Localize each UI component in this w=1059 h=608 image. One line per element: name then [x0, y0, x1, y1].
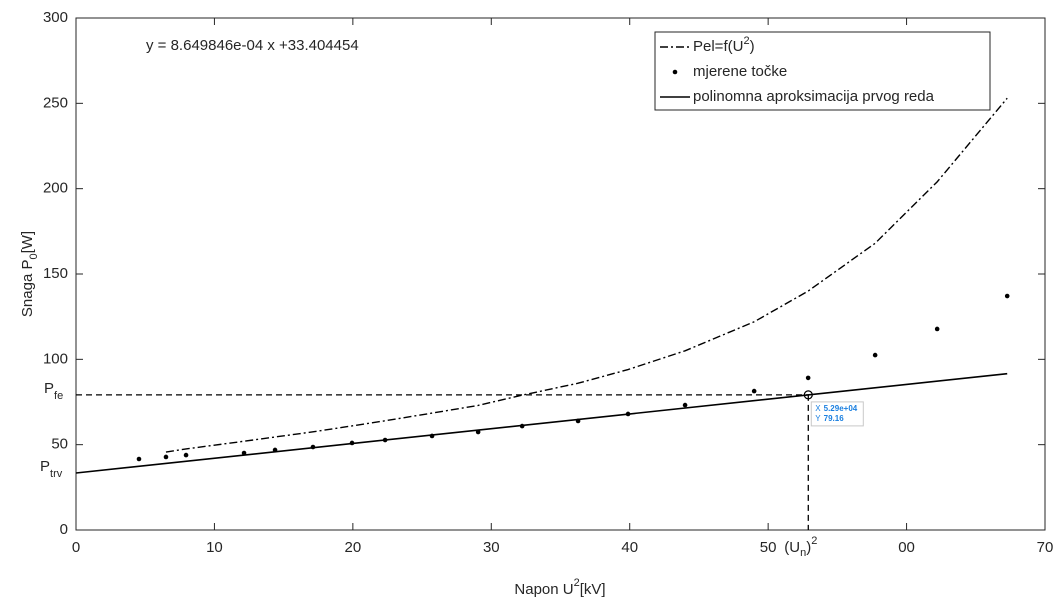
data-point [805, 375, 811, 381]
label-ptrv: Ptrv [40, 458, 63, 480]
legend-label-part: polinomna aproksimacija prvog reda [693, 88, 935, 105]
legend-box [654, 31, 991, 111]
label-pfe: Pfe [44, 380, 63, 402]
legend-label: Pel=f(U2) [693, 35, 755, 55]
x-tick-label: 10 [206, 539, 223, 556]
datatip-key: X [815, 404, 821, 413]
datatip-x: X 5.29e+04 [815, 404, 857, 413]
legend-label-part: ) [750, 38, 755, 55]
y-label-sub: 0 [28, 253, 40, 259]
y-tick-label: 250 [43, 94, 68, 111]
x-axis-label: Napon U2[kV] [514, 577, 605, 598]
x-tick-label: 30 [483, 539, 500, 556]
datatip-value: 5.29e+04 [824, 404, 858, 413]
y-tick-label: 50 [51, 436, 68, 453]
y-label-part: [W] [19, 231, 36, 254]
label-un-part: ) [806, 539, 811, 556]
equation: y = 8.649846e-04 x +33.404454 [146, 37, 359, 54]
y-tick-label: 300 [43, 9, 68, 26]
label-un: (Un)2 [784, 535, 817, 559]
x-tick-label: 20 [345, 539, 362, 556]
y-tick-label: 150 [43, 265, 68, 282]
data-point [872, 352, 878, 358]
data-point [934, 326, 940, 332]
y-axis-label: Snaga P0[W] [19, 231, 40, 317]
datatip-box [810, 401, 864, 427]
label-pfe-part: fe [54, 390, 63, 402]
x-tick-label: 00 [898, 539, 915, 556]
label-un-part: n [800, 547, 806, 559]
datatip-y: Y 79.16 [815, 414, 844, 423]
y-tick-label: 200 [43, 180, 68, 197]
fit-line [75, 372, 1008, 474]
curve [165, 97, 1008, 453]
data-point [163, 454, 169, 460]
data-point [682, 402, 688, 408]
legend-label: mjerene točke [693, 63, 787, 80]
y-label-part: Snaga P [19, 260, 36, 318]
legend-label: polinomna aproksimacija prvog reda [693, 88, 935, 105]
datatip-key: Y [815, 414, 821, 423]
label-ptrv-part: P [40, 458, 50, 475]
legend-label-part: mjerene točke [693, 63, 787, 80]
x-tick-label: 40 [621, 539, 638, 556]
label-pfe-part: P [44, 380, 54, 397]
x-tick-label: 50 [760, 539, 777, 556]
label-un-part: 2 [811, 535, 817, 547]
data-point [183, 452, 189, 458]
x-tick-label: 70 [1037, 539, 1054, 556]
datatip-marker [803, 390, 813, 400]
y-tick-label: 100 [43, 350, 68, 367]
datatip-value: 79.16 [824, 414, 845, 423]
data-point [1004, 293, 1010, 299]
label-un-part: (U [784, 539, 800, 556]
legend-label-part: 2 [743, 35, 749, 47]
x-label-part: [kV] [580, 581, 606, 598]
x-label-sup: 2 [574, 577, 580, 589]
label-ptrv-part: trv [50, 468, 63, 480]
legend-swatch [672, 69, 678, 75]
x-tick-label: 0 [72, 539, 80, 556]
y-tick-label: 0 [60, 521, 68, 538]
data-point [136, 456, 142, 462]
legend-label-part: Pel=f(U [693, 38, 743, 55]
x-label-part: Napon U [514, 581, 573, 598]
data-point [751, 388, 757, 394]
